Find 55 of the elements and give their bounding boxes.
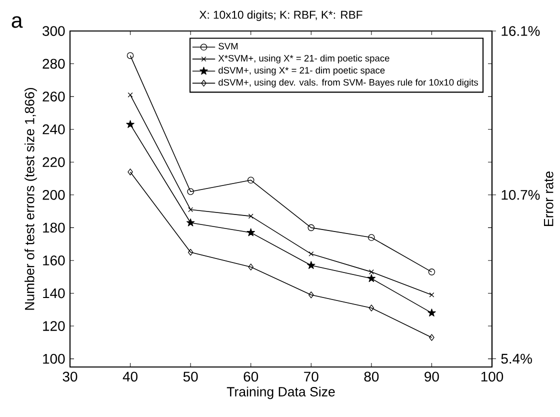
x-tick-label: 40 <box>122 372 138 382</box>
point <box>368 269 374 274</box>
y-tick-label: 260 <box>42 92 65 102</box>
point <box>126 120 134 128</box>
legend-label: dSVM+, using dev. vals. from SVM- Bayes rule for 10x10 digits <box>218 78 478 88</box>
y-tick-label: 300 <box>42 26 65 36</box>
x-tick-label: 60 <box>244 372 258 382</box>
point <box>248 264 254 270</box>
y-tick-label: 120 <box>43 321 65 331</box>
y-tick-label: 160 <box>43 256 65 266</box>
y-tick-label: 180 <box>43 222 65 233</box>
y2-tick-label: 10.7% <box>502 190 540 200</box>
point <box>187 188 194 196</box>
point <box>428 308 436 316</box>
y2-tick-label: 5.4% <box>501 354 532 364</box>
point <box>367 274 376 282</box>
point <box>186 218 195 226</box>
y-tick-label: 200 <box>42 190 65 200</box>
y-axis-title: Number of test errors (test size 1,866) <box>24 88 37 310</box>
chart-title: X: 10x10 digits; K: RBF, K*: RBF <box>199 10 362 21</box>
y-tick-label: 240 <box>42 124 65 134</box>
x-tick-label: 90 <box>424 372 439 382</box>
text: a <box>12 16 23 28</box>
point <box>308 291 314 298</box>
x-tick-label: 50 <box>183 372 198 382</box>
point <box>128 168 133 176</box>
y2-tick-label: 16.1% <box>502 26 540 36</box>
x-tick-label: 80 <box>364 372 379 382</box>
point <box>308 251 314 256</box>
y-tick-label: 140 <box>43 288 65 298</box>
point <box>248 214 254 219</box>
point <box>428 268 436 276</box>
x-tick-label: 100 <box>481 372 504 382</box>
point <box>247 176 254 184</box>
legend-label: SVM <box>218 42 238 50</box>
x-axis-title: Training Data Size <box>226 386 335 400</box>
y2-axis-title: Error rate <box>544 172 554 226</box>
point <box>246 228 255 236</box>
point <box>368 234 375 241</box>
point <box>307 261 316 269</box>
legend-label: dSVM+, using X* = 21- dim poetic space <box>218 66 385 76</box>
x-tick-label: 70 <box>304 372 318 382</box>
legend-label: X*SVM+, using X* = 21- dim poetic space <box>218 54 390 64</box>
x-tick-label: 30 <box>62 372 78 382</box>
y-tick-label: 280 <box>42 58 65 69</box>
point <box>368 304 374 312</box>
y-tick-label: 220 <box>42 157 65 168</box>
point <box>128 92 133 98</box>
y-tick-label: 100 <box>43 354 65 364</box>
point <box>429 292 434 298</box>
point <box>126 52 134 59</box>
point <box>188 248 194 256</box>
point <box>308 224 315 232</box>
point <box>429 334 434 341</box>
point <box>188 207 194 212</box>
